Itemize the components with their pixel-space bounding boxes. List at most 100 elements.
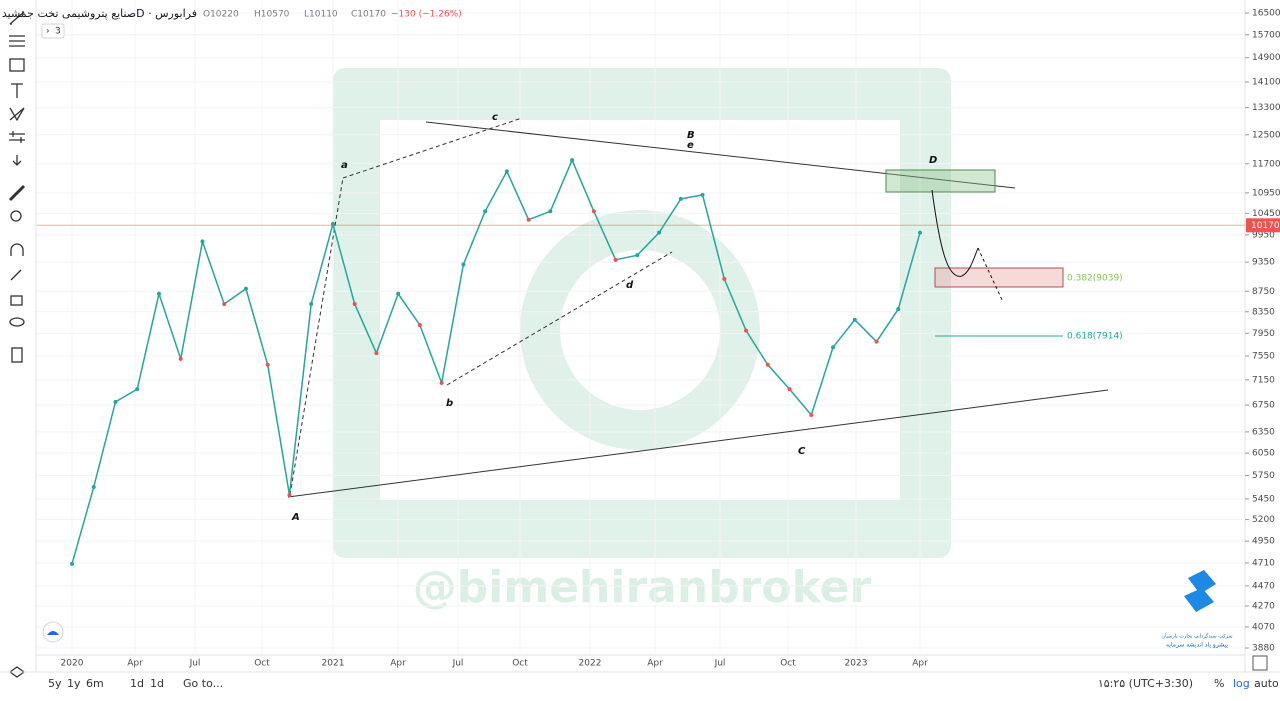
range-button[interactable]: 5y [48, 677, 62, 690]
range-button[interactable]: 1y [67, 677, 81, 690]
price-point [178, 356, 183, 361]
price-point [722, 276, 727, 281]
tool-ruler[interactable] [8, 184, 26, 202]
tool-prediction[interactable] [9, 131, 25, 143]
price-point [70, 561, 74, 566]
wave-a-c [342, 117, 523, 179]
wave-labels: A a b c d C B e D [291, 112, 937, 523]
indicators-chevron: › [46, 27, 50, 37]
y-tick-label: 4070 [1252, 623, 1275, 633]
header: صنایع پتروشیمی تخت جمشید · 1D · فرابورس … [0, 7, 462, 39]
price-point [809, 412, 814, 417]
wave-label: D [929, 155, 937, 166]
watermark-text: @bimehiranbroker [413, 562, 872, 613]
log-toggle[interactable]: log [1233, 677, 1250, 690]
percent-toggle[interactable]: % [1214, 677, 1224, 690]
tool-fib[interactable] [9, 35, 25, 47]
tool-arrow[interactable] [12, 155, 22, 166]
tool-line[interactable] [9, 11, 25, 25]
trend-line-lower [287, 389, 1109, 498]
x-tick-label: Oct [512, 659, 528, 669]
y-tick-label: 4270 [1252, 601, 1275, 611]
range-button[interactable]: 1d [150, 677, 164, 690]
tool-text[interactable] [11, 83, 23, 98]
price-point [918, 230, 922, 235]
y-tick-label: 8750 [1252, 287, 1275, 297]
wave-label: B [687, 130, 695, 141]
price-point [548, 209, 553, 214]
auto-toggle[interactable]: auto [1254, 677, 1279, 690]
tool-zoom[interactable] [10, 210, 22, 222]
x-tick-label: Jul [189, 659, 201, 669]
y-tick-label: 12500 [1252, 130, 1280, 140]
y-tick-label: 5200 [1252, 515, 1275, 525]
price-point [352, 301, 357, 306]
y-tick-label: 6750 [1252, 401, 1275, 411]
y-tick-label: 4710 [1252, 558, 1275, 568]
tool-rect[interactable] [9, 58, 25, 72]
ohlc-close: C10170 [351, 10, 386, 20]
price-point [591, 209, 596, 214]
tool-magnet[interactable] [10, 243, 24, 256]
tool-pattern[interactable] [9, 107, 25, 122]
tool-eye[interactable] [9, 317, 25, 327]
price-point [504, 169, 509, 174]
trend-line-upper [425, 121, 1016, 189]
price-point [678, 196, 683, 201]
price-point [439, 380, 444, 385]
fib-label: 0.382(9039) [1067, 274, 1123, 284]
wave-label: d [626, 280, 634, 291]
logo-line2: پیشرو پاد اندیشه سرمایه [1166, 642, 1228, 649]
y-tick-label: 16500 [1252, 9, 1280, 19]
wave-label: a [341, 160, 348, 171]
tool-icons[interactable] [8, 11, 26, 678]
x-tick-label: 2020 [61, 659, 84, 669]
wave-label: e [687, 140, 694, 151]
ohlc-open: O10220 [203, 10, 239, 20]
x-tick-label: Apr [912, 659, 928, 669]
price-point [243, 286, 248, 291]
y-tick-label: 13300 [1252, 103, 1280, 113]
price-point [222, 301, 227, 306]
goto-button[interactable]: Go to... [183, 677, 223, 690]
y-tick-label: 4470 [1252, 581, 1275, 591]
price-point [309, 301, 314, 306]
x-tick-label: Oct [254, 659, 270, 669]
price-axis: 16500 15700 14900 14100 13300 12500 11700 10950… [1245, 9, 1280, 654]
price-point [831, 345, 836, 350]
y-tick-label: 9950 [1252, 230, 1275, 240]
tool-trash[interactable] [11, 347, 23, 363]
drawings [287, 117, 1109, 498]
x-tick-label: 2022 [579, 659, 602, 669]
indicators-toggle[interactable] [41, 23, 65, 39]
settings-button[interactable] [1252, 655, 1268, 671]
wave-label: C [798, 446, 806, 457]
price-point [461, 262, 466, 267]
y-tick-label: 6350 [1252, 427, 1275, 437]
ohlc-high: H10570 [254, 10, 290, 20]
price-point [896, 307, 901, 312]
price-point [657, 230, 662, 235]
wave-label: A [291, 512, 300, 523]
clock: ۱۵:۲۵ (UTC+3:30) [1098, 677, 1193, 690]
x-tick-label: Jul [714, 659, 726, 669]
price-point [744, 328, 749, 333]
x-tick-label: Apr [390, 659, 406, 669]
time-axis: 2020 Apr Jul Oct 2021 Apr Jul Oct 2022 Apr Jul Oct 2… [61, 659, 929, 669]
tool-pencil[interactable] [10, 269, 22, 281]
price-point [787, 387, 792, 392]
y-tick-label: 7550 [1252, 351, 1275, 361]
range-button[interactable]: 1d [130, 677, 144, 690]
price-point [156, 291, 161, 296]
price-point [570, 158, 575, 163]
tool-lock[interactable] [10, 295, 23, 306]
bottom-bar: 5y 1y 6m 1d 1d Go to... ۱۵:۲۵ (UTC+3:30)… [48, 677, 1279, 690]
y-tick-label: 6050 [1252, 449, 1275, 459]
price-point [700, 192, 705, 197]
range-button[interactable]: 6m [86, 677, 104, 690]
price-line [71, 158, 921, 565]
y-tick-label: 3880 [1252, 644, 1275, 654]
fib-label: 0.618(7914) [1067, 332, 1123, 342]
x-tick-label: Apr [127, 659, 143, 669]
price-point [852, 317, 857, 322]
